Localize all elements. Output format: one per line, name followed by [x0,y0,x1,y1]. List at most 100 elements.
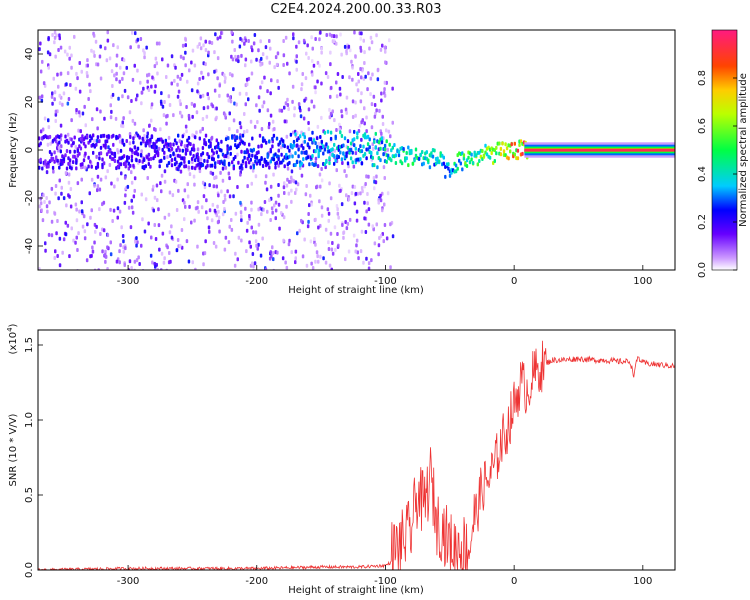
ridge-cell [351,160,354,165]
ridge-cell [143,158,146,162]
heatmap-cell [360,229,364,234]
heatmap-cell [110,181,113,186]
ridge-cell [231,134,234,139]
ridge-cell [172,142,175,147]
ridge-cell [249,165,252,170]
heatmap-cell [218,83,221,88]
heatmap-cell [329,62,332,67]
ridge-cell [400,161,404,166]
ridge-cell [377,140,381,145]
ridge-cell [251,136,254,141]
ridge-cell [359,157,362,162]
heatmap-cell [130,266,133,270]
ridge-cell [374,145,377,150]
heatmap-cell [187,113,191,118]
heatmap-cell [314,156,318,161]
heatmap-cell [78,89,82,94]
heatmap-cell [177,188,180,193]
heatmap-cell [282,63,285,67]
x-tick-label: 100 [633,276,652,287]
ridge-cell [339,150,342,155]
colorbar-tick-label: 0.6 [697,118,708,134]
heatmap-cell [56,219,59,223]
heatmap-cell [375,174,378,179]
heatmap-cell [269,46,272,51]
heatmap-cell [186,194,190,199]
heatmap-cell [91,249,95,254]
heatmap-cell [295,54,298,59]
heatmap-cell [138,262,141,266]
heatmap-cell [350,191,354,196]
ridge-cell [138,159,141,163]
heatmap-cell [245,228,249,233]
heatmap-cell [158,247,161,252]
y-tick-label: 1.5 [24,337,35,353]
heatmap-cell [64,232,68,237]
heatmap-cell [150,84,153,89]
heatmap-cell [163,179,167,184]
ridge-cell [413,158,416,163]
ridge-cell [376,151,379,156]
ridge-cell [278,140,282,145]
heatmap-cell [118,249,121,254]
heatmap-cell [240,218,243,223]
heatmap-cell [54,112,58,117]
ridge-cell [349,141,353,146]
ridge-cell [122,154,126,159]
heatmap-cell [181,43,185,48]
ridge-cell [292,143,296,148]
ridge-cell [366,134,370,139]
ridge-cell [113,159,117,163]
heatmap-cell [354,113,357,118]
heatmap-cell [93,240,96,245]
ridge-cell [217,154,220,159]
heatmap-cell [130,99,133,103]
heatmap-cell [249,244,252,249]
heatmap-cell [365,115,368,120]
heatmap-cell [200,205,204,210]
heatmap-cell [347,197,351,202]
heatmap-cell [295,67,298,72]
ridge-cell [459,161,462,166]
heatmap-cell [369,92,372,97]
ridge-cell [374,131,377,136]
heatmap-cell [111,84,114,88]
heatmap-cell [211,104,215,109]
ridge-cell [288,154,291,159]
heatmap-cell [229,99,233,104]
heatmap-cell [345,95,349,100]
ridge-cell [280,152,283,157]
heatmap-cell [99,109,102,114]
heatmap-cell [148,123,151,128]
heatmap-cell [80,69,83,74]
ridge-cell [126,158,129,163]
ridge-cell [175,148,178,153]
heatmap-cell [245,77,249,82]
heatmap-cell [187,165,190,170]
heatmap-cell [104,249,107,254]
ridge-cell [175,160,178,165]
heatmap-cell [142,86,145,91]
heatmap-cell [215,115,218,120]
heatmap-cell [365,129,368,134]
heatmap-cell [320,167,323,171]
heatmap-cell [69,204,73,209]
heatmap-cell [329,111,333,116]
ridge-cell [393,143,396,147]
ridge-cell [382,152,385,157]
ridge-cell [454,163,458,168]
heatmap-cell [264,180,267,185]
heatmap-cell [304,192,308,197]
heatmap-cell [250,200,253,205]
heatmap-cell [273,203,276,208]
heatmap-cell [173,78,176,83]
heatmap-cell [245,91,248,96]
ridge-cell [167,161,171,165]
heatmap-cell [89,215,92,220]
heatmap-cell [156,71,159,76]
heatmap-cell [303,237,306,242]
heatmap-cell [266,108,270,113]
ridge-cell [292,139,296,144]
heatmap-cell [92,50,96,55]
heatmap-cell [196,81,200,86]
